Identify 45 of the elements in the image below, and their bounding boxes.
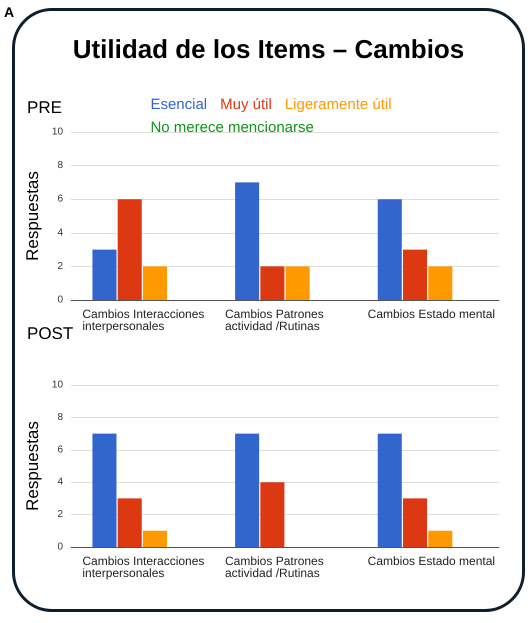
y-tick-label: 6 — [57, 194, 64, 205]
bar — [142, 266, 168, 300]
bar — [403, 498, 428, 547]
chart-title: Utilidad de los Items – Cambios — [72, 34, 466, 65]
y-tick-label: 2 — [57, 509, 64, 520]
y-tick-label: 4 — [57, 476, 64, 488]
x-tick-label: Cambios Patrones actividad /Rutinas — [225, 554, 328, 580]
y-tick-label: 2 — [57, 260, 64, 272]
bar — [118, 199, 142, 300]
y-tick-label: 10 — [52, 126, 64, 138]
bar — [142, 530, 168, 547]
bar — [260, 266, 284, 300]
bar — [260, 482, 284, 547]
chart-title: POST — [27, 324, 74, 343]
bar — [286, 266, 310, 300]
y-tick-label: 8 — [57, 160, 64, 172]
y-tick-label: 8 — [57, 412, 64, 423]
bar — [378, 199, 402, 300]
y-tick-label: 10 — [52, 380, 64, 390]
y-tick-label: 0 — [57, 542, 64, 552]
bar — [235, 182, 260, 300]
bar — [92, 434, 116, 547]
bar — [378, 434, 402, 547]
y-axis-title: Respuestas — [23, 421, 42, 511]
y-tick-label: 4 — [57, 227, 64, 238]
x-tick-label: Cambios Estado mental — [368, 307, 496, 321]
x-tick-label: Cambios Interacciones interpersonales — [82, 554, 208, 580]
bar — [428, 530, 452, 547]
bar — [118, 498, 142, 547]
x-tick-label: Cambios Interacciones interpersonales — [82, 307, 208, 333]
legend-label: No merece mencionarse — [150, 119, 314, 136]
bar — [428, 266, 452, 300]
y-tick-label: 0 — [57, 294, 64, 306]
text: Ligeramente útil — [284, 96, 392, 113]
y-tick-label: 6 — [57, 444, 64, 456]
chart-subtitle: PRE — [27, 98, 62, 117]
text: A — [4, 4, 14, 20]
y-axis-title: Respuestas — [23, 171, 42, 261]
text: Esencial — [150, 96, 208, 113]
bar — [403, 250, 428, 300]
x-tick-label: Cambios Patrones actividad /Rutinas — [225, 307, 328, 333]
x-tick-label: Cambios Estado mental — [368, 554, 496, 568]
bar — [92, 250, 116, 300]
text: Muy útil — [220, 96, 272, 113]
bar — [235, 434, 260, 547]
